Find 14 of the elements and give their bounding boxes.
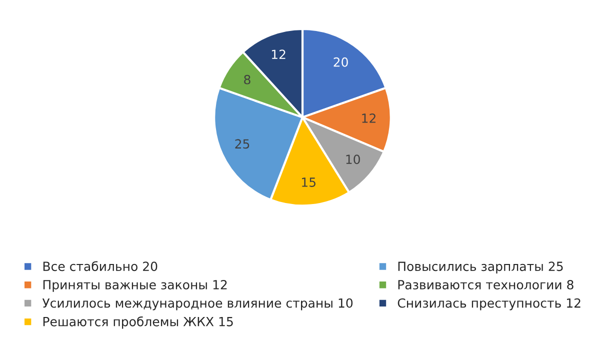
data-label: 10	[346, 154, 360, 164]
legend-label: Приняты важные законы 12	[43, 280, 227, 292]
legend-label: Усилилось международное влияние страны 10	[42, 298, 353, 310]
legend-label: Снизилась преступность 12	[398, 298, 580, 310]
data-label: 15	[302, 178, 316, 187]
data-label: 20	[334, 57, 348, 67]
legend-label: Решаются проблемы ЖКХ 15	[43, 316, 233, 329]
legend-label: Развиваются технологии 8	[398, 280, 574, 290]
data-label: 25	[235, 139, 250, 149]
data-label: 12	[362, 114, 376, 123]
data-label: 12	[272, 50, 286, 59]
legend-label: Повысились зарплаты 25	[398, 262, 563, 274]
data-label: 8	[244, 74, 250, 84]
legend-label: Все стабильно 20	[43, 261, 158, 272]
